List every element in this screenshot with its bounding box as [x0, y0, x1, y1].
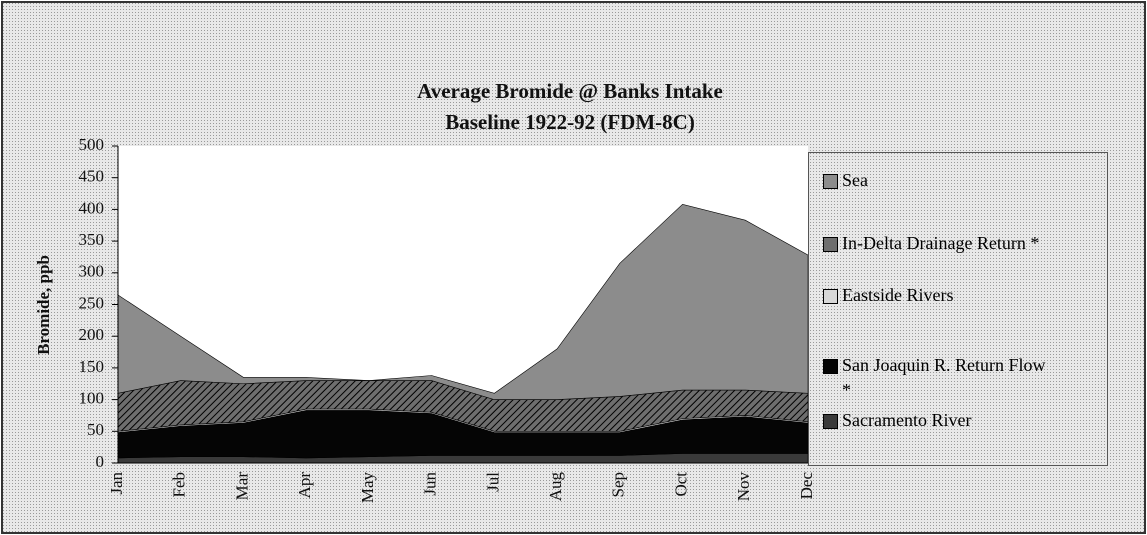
x-tick-label: Jun [421, 472, 440, 496]
y-tick-label: 250 [79, 293, 105, 312]
x-tick-label: Dec [797, 472, 816, 500]
y-tick-label: 400 [79, 198, 105, 217]
legend-swatch [823, 289, 838, 304]
y-axis-label: Bromide, ppb [34, 255, 53, 355]
x-tick-label: Apr [295, 472, 314, 499]
y-tick-label: 200 [79, 325, 105, 344]
x-tick-label: Sep [609, 472, 628, 498]
y-tick-label: 0 [96, 452, 105, 471]
chart-title: Average Bromide @ Banks Intake [417, 79, 723, 103]
x-tick-label: Aug [546, 472, 565, 502]
x-tick-label: May [358, 472, 377, 504]
legend: Sea In-Delta Drainage Return * Eastside Ri… [808, 152, 1108, 466]
legend-label: Eastside Rivers [842, 285, 954, 305]
legend-label: In-Delta Drainage Return * [842, 233, 1040, 253]
y-tick-label: 150 [79, 357, 105, 376]
legend-swatch [823, 414, 838, 429]
y-tick-label: 50 [87, 420, 104, 439]
legend-label: Sea [842, 170, 868, 190]
x-tick-label: Nov [734, 472, 753, 502]
y-tick-label: 350 [79, 230, 105, 249]
legend-label: Sacramento River [842, 410, 972, 430]
x-tick-label: Oct [671, 472, 690, 497]
legend-item: San Joaquin R. Return Flow * [823, 353, 1093, 403]
y-tick-label: 500 [79, 135, 105, 154]
chart-subtitle: Baseline 1922-92 (FDM-8C) [445, 110, 695, 134]
legend-swatch [823, 237, 838, 252]
legend-item: Sacramento River [823, 408, 1093, 433]
y-tick-label: 100 [79, 389, 105, 408]
legend-item: In-Delta Drainage Return * [823, 231, 1093, 256]
y-tick-label: 450 [79, 167, 105, 186]
legend-swatch [823, 359, 838, 374]
x-tick-label: Jan [107, 472, 126, 495]
legend-item: Sea [823, 168, 1093, 193]
x-tick-label: Jul [483, 472, 502, 492]
legend-swatch [823, 174, 838, 189]
y-tick-label: 300 [79, 262, 105, 281]
legend-label: San Joaquin R. Return Flow * [842, 355, 1046, 400]
legend-item: Eastside Rivers [823, 283, 1093, 308]
x-tick-label: Feb [170, 472, 189, 498]
x-tick-label: Mar [232, 472, 251, 501]
